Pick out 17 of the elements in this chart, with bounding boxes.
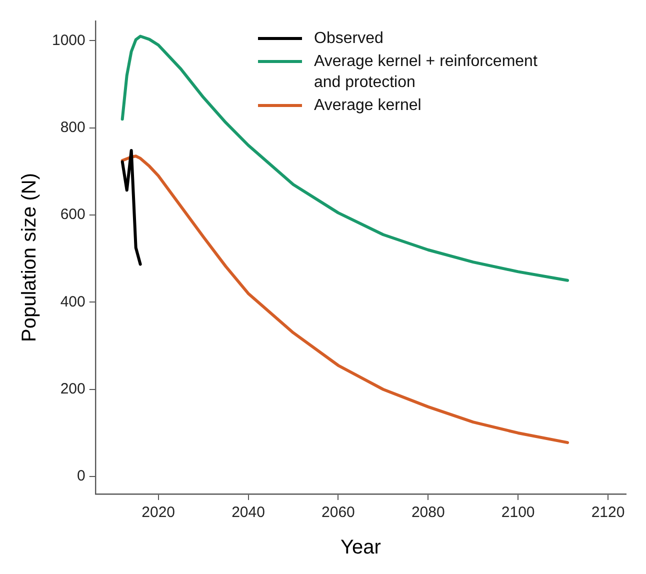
y-axis-title: Population size (N) — [18, 173, 41, 342]
y-tick-label: 400 — [60, 293, 86, 310]
y-tick-label: 200 — [60, 380, 86, 398]
x-axis-title: Year — [340, 536, 382, 559]
y-tick-label: 0 — [77, 468, 86, 485]
y-tick-label: 600 — [60, 206, 86, 224]
legend-label: Observed — [314, 29, 384, 49]
legend-label: Average kernel + reinforcement and protection — [314, 52, 538, 93]
x-tick-label: 2120 — [591, 504, 625, 522]
x-tick-label: 2100 — [501, 504, 535, 522]
x-tick-label: 2080 — [411, 504, 445, 522]
y-tick-label: 800 — [60, 118, 86, 136]
x-tick-label: 2040 — [232, 504, 265, 522]
y-tick-label: 1000 — [52, 32, 86, 49]
legend-label: Average kernel — [314, 96, 422, 116]
x-tick-label: 2060 — [322, 504, 355, 522]
x-tick-label: 2020 — [142, 504, 176, 522]
